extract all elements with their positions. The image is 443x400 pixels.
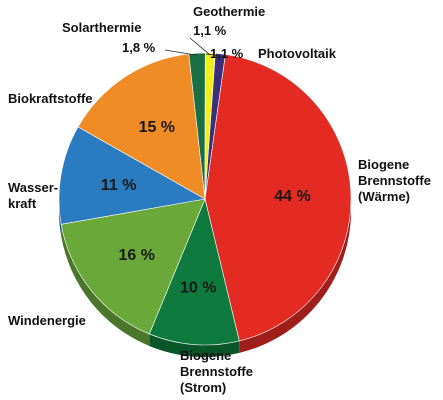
pie-slices: [58, 52, 352, 346]
slice-biogene-brennstoffe-strom: [148, 198, 240, 346]
slice-labels: 44 % 10 % 16 % 11 % 15 % Biogene Brennstoffe (W…: [8, 4, 431, 395]
value-label-solarthermie: 1,8 %: [122, 40, 156, 55]
slice-wasserkraft: [58, 126, 206, 225]
depth-windenergie: [61, 224, 150, 346]
leader-photovoltaik: [205, 53, 221, 57]
category-label-biogene-brennstoffe-waerme: Biogene Brennstoffe (Wärme): [358, 157, 431, 204]
slice-windenergie: [60, 198, 206, 335]
category-label-biokraftstoffe: Biokraftstoffe: [8, 91, 93, 106]
leader-solarthermie: [164, 49, 198, 56]
value-label-photovoltaik: 1,1 %: [210, 46, 244, 61]
category-label-biogene-brennstoffe-strom: Biogene Brennstoffe (Strom): [180, 348, 253, 395]
category-label-windenergie: Windenergie: [8, 313, 86, 328]
slice-biokraftstoffe: [77, 53, 206, 200]
value-label-biokraftstoffe: 15 %: [139, 119, 175, 136]
depth-biogene-brennstoffe-w-rme: [239, 199, 351, 353]
category-label-geothermie: Geothermie: [193, 4, 265, 19]
value-label-windenergie: 16 %: [118, 247, 154, 264]
category-label-solarthermie: Solarthermie: [62, 20, 141, 35]
leader-lines: [164, 37, 221, 57]
slice-photovoltaik: [204, 53, 226, 200]
category-label-photovoltaik: Photovoltaik: [258, 46, 337, 61]
depth-biogene-brennstoffe-strom: [149, 333, 240, 357]
leader-geothermie: [189, 37, 211, 56]
value-label-geothermie: 1,1 %: [193, 23, 227, 38]
value-label-wasserkraft: 11 %: [101, 177, 137, 194]
category-label-wasserkraft: Wasser-kraft: [8, 180, 58, 211]
value-label-biogene-brennstoffe-w-rme: 44 %: [274, 188, 310, 205]
slice-biogene-brennstoffe-w-rme: [204, 54, 352, 342]
value-label-biogene-brennstoffe-strom: 10 %: [180, 279, 216, 296]
